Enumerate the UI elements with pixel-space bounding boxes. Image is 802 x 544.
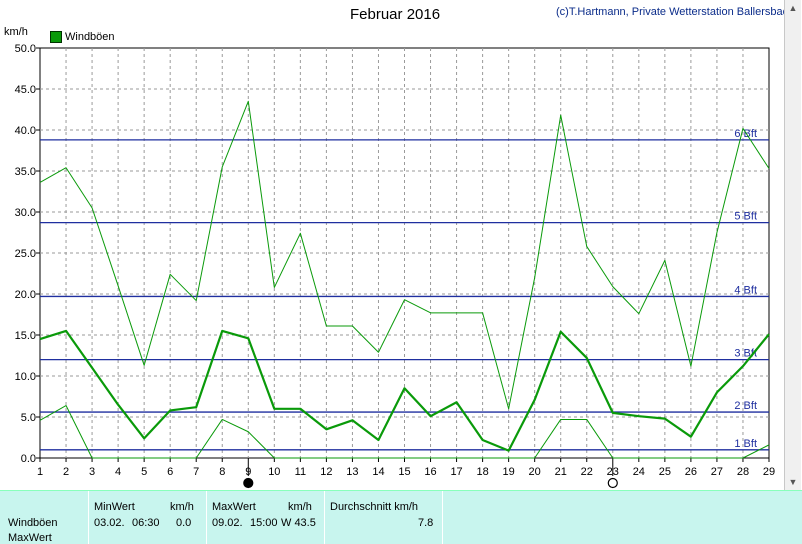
avg-header: Durchschnitt km/h — [330, 501, 419, 513]
x-tick-label: 21 — [555, 466, 567, 478]
stats-panel: Windböen MaxWert MinWert km/h 03.02. 06:… — [0, 490, 802, 544]
min-unit: km/h — [170, 501, 194, 513]
x-tick-label: 3 — [89, 466, 95, 478]
x-tick-label: 25 — [659, 466, 671, 478]
vertical-scrollbar[interactable]: ▲ ▼ — [784, 0, 801, 490]
x-tick-label: 28 — [737, 466, 749, 478]
y-tick-label: 25.0 — [15, 248, 36, 260]
x-tick-label: 8 — [219, 466, 225, 478]
x-tick-label: 14 — [372, 466, 384, 478]
min-header: MinWert — [94, 501, 135, 513]
max-value: W 43.5 — [281, 517, 316, 529]
y-tick-label: 20.0 — [15, 289, 36, 301]
x-tick-label: 27 — [711, 466, 723, 478]
beaufort-label: 4 Bft — [734, 284, 757, 296]
column-divider — [324, 491, 325, 544]
x-tick-label: 18 — [476, 466, 488, 478]
y-tick-label: 35.0 — [15, 166, 36, 178]
series-line-1 — [39, 100, 770, 410]
x-tick-label: 2 — [63, 466, 69, 478]
y-tick-label: 15.0 — [15, 330, 36, 342]
y-tick-label: 0.0 — [21, 453, 36, 465]
stats-row-label-secondary: MaxWert — [8, 532, 52, 544]
y-axis-unit: km/h — [4, 26, 28, 38]
scroll-down-arrow-icon[interactable]: ▼ — [788, 477, 798, 487]
copyright-text: (c)T.Hartmann, Private Wetterstation Bal… — [556, 6, 795, 18]
max-unit: km/h — [288, 501, 312, 513]
x-tick-label: 20 — [529, 466, 541, 478]
x-tick-label: 7 — [193, 466, 199, 478]
column-divider — [206, 491, 207, 544]
min-date: 03.02. — [94, 517, 125, 529]
y-tick-label: 30.0 — [15, 207, 36, 219]
x-tick-label: 11 — [295, 466, 306, 478]
y-tick-label: 40.0 — [15, 125, 36, 137]
column-divider — [88, 491, 89, 544]
min-time: 06:30 — [132, 517, 160, 529]
chart-title: Februar 2016 — [350, 6, 441, 23]
stats-row-label: Windböen — [8, 517, 58, 529]
x-tick-label: 6 — [167, 466, 173, 478]
legend-swatch — [50, 31, 62, 43]
x-tick-label: 12 — [320, 466, 332, 478]
filled-circle-marker-icon — [243, 477, 254, 489]
open-circle-marker-icon — [607, 477, 618, 489]
avg-value: 7.8 — [418, 517, 434, 529]
y-tick-label: 10.0 — [15, 371, 36, 383]
y-tick-label: 50.0 — [15, 43, 36, 55]
x-tick-label: 16 — [424, 466, 436, 478]
x-tick-label: 15 — [398, 466, 410, 478]
x-tick-label: 5 — [141, 466, 147, 478]
max-header: MaxWert — [212, 501, 256, 513]
x-tick-label: 4 — [115, 466, 121, 478]
chart-area: 0.0 5.0 10.0 15.0 20.0 25.0 30.0 35.0 40.0 45.0 50… — [4, 6, 795, 489]
x-tick-label: 24 — [633, 466, 645, 478]
x-tick-label: 22 — [581, 466, 593, 478]
y-tick-label: 5.0 — [21, 412, 36, 424]
max-date: 09.02. — [212, 517, 243, 529]
series-line-0 — [39, 329, 770, 452]
y-tick-label: 45.0 — [15, 84, 36, 96]
wind-gust-chart: 0.0 5.0 10.0 15.0 20.0 25.0 30.0 35.0 40.0 45.0 50… — [15, 43, 775, 489]
beaufort-label: 5 Bft — [734, 211, 757, 223]
x-tick-label: 19 — [503, 466, 515, 478]
max-time: 15:00 — [250, 517, 278, 529]
legend-label: Windböen — [65, 31, 115, 43]
beaufort-label: 1 Bft — [734, 438, 757, 450]
series-line-2 — [39, 405, 770, 459]
column-divider — [442, 491, 443, 544]
min-value: 0.0 — [176, 517, 192, 529]
x-tick-label: 17 — [450, 466, 462, 478]
beaufort-label: 2 Bft — [734, 400, 757, 412]
x-tick-label: 26 — [685, 466, 697, 478]
x-tick-label: 13 — [346, 466, 358, 478]
chart-legend: Windböen — [50, 31, 115, 43]
x-tick-label: 1 — [37, 466, 43, 478]
x-tick-label: 29 — [763, 466, 775, 478]
x-tick-label: 10 — [268, 466, 280, 478]
beaufort-label: 6 Bft — [734, 128, 757, 140]
scroll-up-arrow-icon[interactable]: ▲ — [788, 3, 798, 13]
